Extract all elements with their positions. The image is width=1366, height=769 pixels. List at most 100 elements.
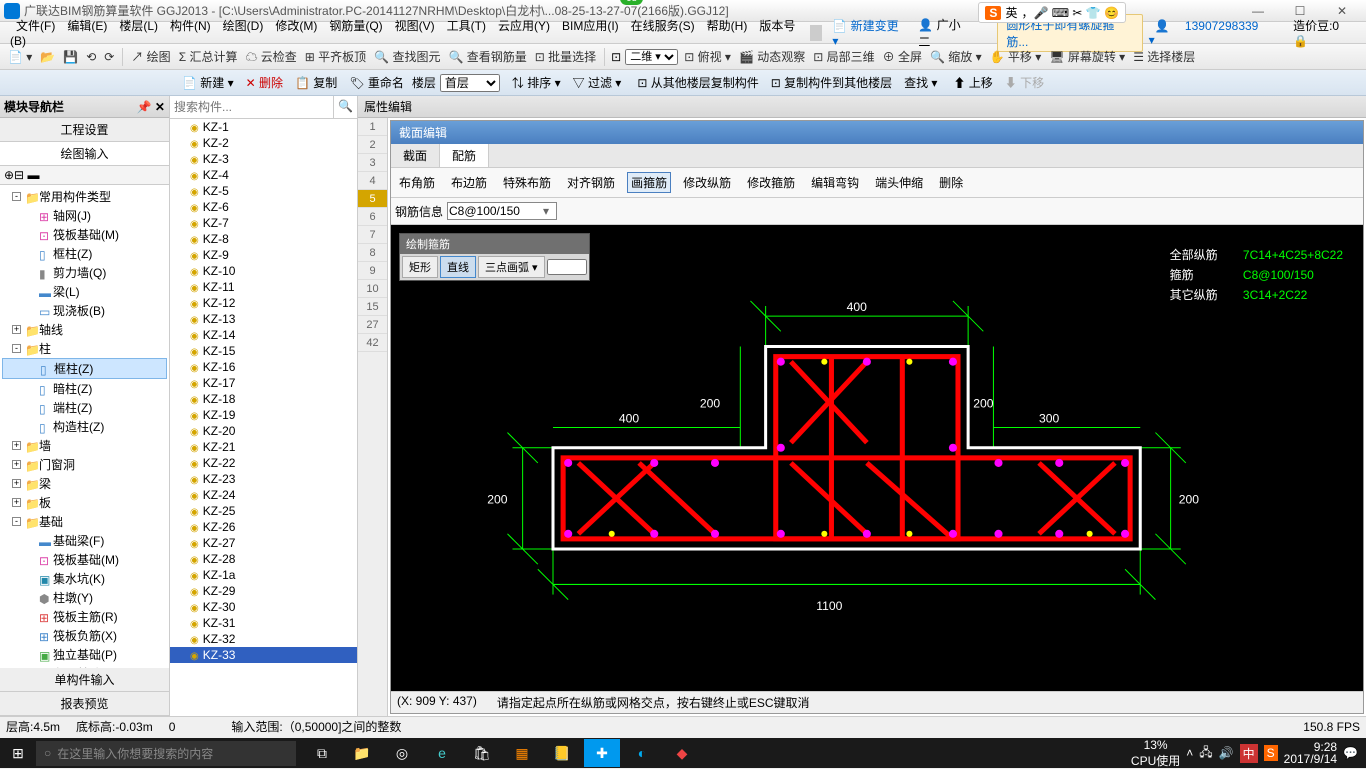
rename-button[interactable]: 🏷 重命名 xyxy=(345,72,408,93)
toolbar-button[interactable]: ⊕ 全屏 xyxy=(879,48,926,66)
app5-icon[interactable]: ◆ xyxy=(664,739,700,767)
row-number[interactable]: 2 xyxy=(358,136,387,154)
kz-item[interactable]: KZ-1 xyxy=(170,119,357,135)
kz-item[interactable]: KZ-32 xyxy=(170,631,357,647)
start-button[interactable]: ⊞ xyxy=(0,745,36,762)
tree-node[interactable]: -📁 柱 xyxy=(2,339,167,358)
copy-from-floor-button[interactable]: ⊡ 从其他楼层复制构件 xyxy=(633,72,762,93)
pin-icon[interactable]: 📌 ✕ xyxy=(137,100,165,114)
kz-item[interactable]: KZ-26 xyxy=(170,519,357,535)
row-number[interactable]: 27 xyxy=(358,316,387,334)
toolbar-button[interactable]: ⊡ 批量选择 xyxy=(531,48,600,66)
copy-to-floor-button[interactable]: ⊡ 复制构件到其他楼层 xyxy=(767,72,896,93)
tab-section[interactable]: 截面 xyxy=(391,144,440,167)
agent-menu[interactable]: 👤 广小二 xyxy=(912,16,977,50)
editor-tool-button[interactable]: 布角筋 xyxy=(395,172,439,193)
editor-tool-button[interactable]: 修改箍筋 xyxy=(743,172,799,193)
kz-item[interactable]: KZ-5 xyxy=(170,183,357,199)
tab-single-component[interactable]: 单构件输入 xyxy=(0,668,169,692)
menu-item[interactable]: 视图(V) xyxy=(389,19,441,33)
kz-item[interactable]: KZ-20 xyxy=(170,423,357,439)
windows-taskbar[interactable]: ⊞ ○ 在这里输入你想要搜索的内容 ⧉ 📁 ◎ e 🛍 ▦ 📒 ✚ ◐ ◆ 13… xyxy=(0,738,1366,768)
user-info[interactable]: 👤 13907298339 ▾ xyxy=(1143,19,1277,47)
kz-item[interactable]: KZ-1a xyxy=(170,567,357,583)
tree-node[interactable]: -📁 常用构件类型 xyxy=(2,187,167,206)
toolbar-button[interactable]: ⊡ 俯视 ▾ xyxy=(680,48,735,66)
kz-item[interactable]: KZ-9 xyxy=(170,247,357,263)
kz-item[interactable]: KZ-27 xyxy=(170,535,357,551)
kz-item[interactable]: KZ-16 xyxy=(170,359,357,375)
toolbar-button[interactable]: 🔍 查看钢筋量 xyxy=(444,48,530,66)
kz-item[interactable]: KZ-24 xyxy=(170,487,357,503)
taskview-icon[interactable]: ⧉ xyxy=(304,739,340,767)
kz-item[interactable]: KZ-7 xyxy=(170,215,357,231)
tree-node[interactable]: -📁 基础 xyxy=(2,512,167,531)
kz-item[interactable]: KZ-14 xyxy=(170,327,357,343)
kz-item[interactable]: KZ-22 xyxy=(170,455,357,471)
canvas[interactable]: 绘制箍筋 矩形 直线 三点画弧 ▾ xyxy=(391,225,1363,691)
draw-rect-button[interactable]: 矩形 xyxy=(402,256,438,278)
copy-button[interactable]: 📋 复制 xyxy=(291,72,341,93)
toolbar-button[interactable]: ↗ 绘图 xyxy=(127,48,174,66)
menu-item[interactable]: 钢筋量(Q) xyxy=(323,19,388,33)
toolbar-button[interactable]: ⟳ xyxy=(100,48,118,66)
ime-bar[interactable]: S 英 ，🎤 ⌨ ✂ 👕 😊 xyxy=(978,2,1126,23)
tree-node[interactable]: ▣ 集水坑(K) xyxy=(2,569,167,588)
row-number[interactable]: 1 xyxy=(358,118,387,136)
tree-node[interactable]: ⊞ 筏板主筋(R) xyxy=(2,607,167,626)
kz-item[interactable]: KZ-31 xyxy=(170,615,357,631)
kz-item[interactable]: KZ-2 xyxy=(170,135,357,151)
row-number[interactable]: 42 xyxy=(358,334,387,352)
draw-arc-button[interactable]: 三点画弧 ▾ xyxy=(478,256,545,278)
toolbar-button[interactable]: ✋ 平移 ▾ xyxy=(986,48,1046,66)
tree-node[interactable]: ⬢ 柱墩(Y) xyxy=(2,588,167,607)
tree-node[interactable]: +📁 轴线 xyxy=(2,320,167,339)
toolbar-button[interactable]: ⊞ 平齐板顶 xyxy=(301,48,370,66)
tree-node[interactable]: ⊞ 轴网(J) xyxy=(2,206,167,225)
draw-value-input[interactable] xyxy=(547,259,587,275)
app1-icon[interactable]: ▦ xyxy=(504,739,540,767)
kz-item[interactable]: KZ-17 xyxy=(170,375,357,391)
tray-vol-icon[interactable]: 🔊 xyxy=(1219,746,1234,760)
app4-icon[interactable]: ◐ xyxy=(624,739,660,767)
kz-item[interactable]: KZ-6 xyxy=(170,199,357,215)
tree-node[interactable]: +📁 板 xyxy=(2,493,167,512)
expand-icon[interactable]: ⊕⊟ xyxy=(4,168,24,182)
menu-item[interactable]: 修改(M) xyxy=(269,19,323,33)
row-number[interactable]: 7 xyxy=(358,226,387,244)
app2-icon[interactable]: 📒 xyxy=(544,739,580,767)
delete-button[interactable]: ✕ 删除 xyxy=(242,72,287,93)
kz-list[interactable]: KZ-1KZ-2KZ-3KZ-4KZ-5KZ-6KZ-7KZ-8KZ-9KZ-1… xyxy=(170,119,357,716)
tree-node[interactable]: ▯ 端柱(Z) xyxy=(2,398,167,417)
tray-up-icon[interactable]: ˄ xyxy=(1186,746,1193,760)
draw-line-button[interactable]: 直线 xyxy=(440,256,476,278)
tray-clock[interactable]: 9:282017/9/14 xyxy=(1284,741,1337,765)
toolbar-button[interactable]: ☰ 选择楼层 xyxy=(1129,48,1199,66)
tree-node[interactable]: ▭ 现浇板(B) xyxy=(2,301,167,320)
editor-tool-button[interactable]: 删除 xyxy=(935,172,967,193)
tab-rebar[interactable]: 配筋 xyxy=(440,144,489,167)
row-number[interactable]: 8 xyxy=(358,244,387,262)
toolbar-button[interactable]: 📂 xyxy=(36,48,59,66)
floor-select[interactable]: 首层 xyxy=(440,74,500,92)
tree-node[interactable]: ▣ 独立基础(P) xyxy=(2,645,167,664)
toolbar-button[interactable]: 📄 ▾ xyxy=(4,48,36,66)
menu-item[interactable]: 文件(F) xyxy=(10,19,61,33)
ime-icons[interactable]: ，🎤 ⌨ ✂ 👕 😊 xyxy=(1021,4,1119,21)
tree-node[interactable]: +📁 墙 xyxy=(2,436,167,455)
app3-icon[interactable]: ✚ xyxy=(584,739,620,767)
menu-item[interactable]: 编辑(E) xyxy=(61,19,113,33)
menu-item[interactable]: 构件(N) xyxy=(164,19,217,33)
tray-s-icon[interactable]: S xyxy=(1264,745,1278,761)
toolbar-button[interactable]: 🔍 缩放 ▾ xyxy=(926,48,986,66)
toolbar-button[interactable]: 🔍 查找图元 xyxy=(370,48,444,66)
tree-node[interactable]: ▬ 基础梁(F) xyxy=(2,531,167,550)
tray-net-icon[interactable]: 🖧 xyxy=(1199,743,1212,764)
system-tray[interactable]: 13% CPU使用 ˄ 🖧 🔊 中 S 9:282017/9/14 💬 xyxy=(1131,738,1366,769)
editor-tool-button[interactable]: 画箍筋 xyxy=(627,172,671,193)
row-number[interactable]: 6 xyxy=(358,208,387,226)
collapse-icon[interactable]: ▬ xyxy=(27,168,39,182)
kz-item[interactable]: KZ-28 xyxy=(170,551,357,567)
row-number[interactable]: 3 xyxy=(358,154,387,172)
close-button[interactable]: ✕ xyxy=(1322,4,1362,18)
